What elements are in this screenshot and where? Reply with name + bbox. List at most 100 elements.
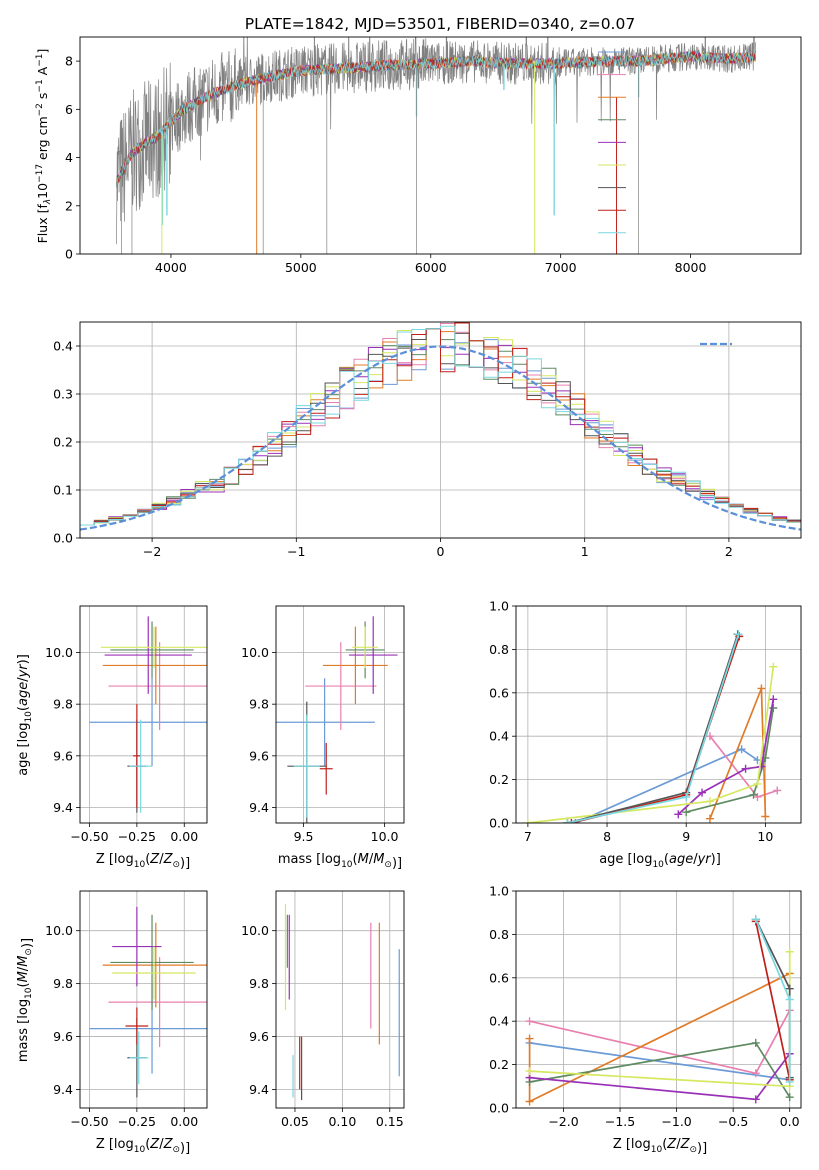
y-tick-label: 0 (65, 247, 73, 262)
y-tick-label: 0.0 (53, 531, 73, 546)
axes-frame (79, 321, 802, 539)
x-axis-label: Z [log10(Z/Z⊙)] (96, 852, 190, 871)
x-tick-label: 4000 (155, 260, 187, 275)
x-tick-label: 9 (682, 829, 690, 844)
x-axis-label: mass [log10(M/M⊙)] (278, 852, 402, 871)
x-tick-label: −1 (287, 544, 305, 559)
age-vs-mass-panel: 9.5 10.0 9.4 9.6 9.8 10.0 mass [log10(M/M⊙)] (241, 605, 405, 871)
series-line-kroupa-miles (528, 972, 791, 1103)
mass-vs-ebv-panel: 0.05 0.10 0.15 9.4 9.6 9.8 10.0 (241, 890, 405, 1129)
y-tick-label: 9.8 (249, 697, 269, 712)
series-marker-kroupa-elodie (525, 1067, 534, 1076)
y-tick-label: 8 (65, 54, 73, 69)
y-tick-label: 9.8 (249, 976, 269, 991)
x-tick-label: 0.05 (281, 1114, 309, 1129)
x-tick-label: 7000 (545, 260, 577, 275)
series-marker-kroupa-miles (757, 684, 766, 693)
y-tick-label: 9.6 (249, 748, 269, 763)
y-tick-label: 6 (65, 102, 73, 117)
x-tick-label: 0 (437, 544, 445, 559)
x-axis-label: Z [log10(Z/Z⊙)] (96, 1137, 190, 1156)
series-marker-kroupa-stelib (785, 995, 794, 1004)
x-tick-label: 10 (757, 829, 773, 844)
axes-frame (275, 890, 405, 1109)
series-marker-salpeter-stelib (567, 819, 576, 823)
y-tick-label: 0.8 (489, 927, 509, 942)
mass-weight-vs-age-panel: 7 8 9 10 0.0 0.2 0.4 0.6 0.8 1.0 age [log10(age/yr… (489, 599, 802, 870)
y-tick-label: 4 (65, 150, 73, 165)
y-tick-label: 0.2 (489, 1057, 509, 1072)
axes-frame (275, 605, 405, 824)
series-marker-kroupa-miles (525, 1034, 534, 1043)
y-tick-label: 2 (65, 198, 73, 213)
y-tick-label: 0.3 (53, 387, 73, 402)
series-marker-kroupa-stelib (563, 819, 572, 823)
histogram-salpeter-stelib (80, 322, 801, 526)
x-tick-label: −1.0 (661, 1114, 691, 1129)
model-spectrum-line (116, 50, 756, 188)
plot-area (89, 616, 207, 813)
y-tick-label: 0.4 (53, 339, 73, 354)
series-marker-kroupa-elodie (523, 819, 532, 823)
series-line-salpeter-miles (529, 1009, 791, 1075)
y-tick-label: 0.6 (489, 970, 509, 985)
x-tick-label: −1.5 (605, 1114, 635, 1129)
y-tick-label: 9.6 (249, 1029, 269, 1044)
y-axis-label: mass [log10(M/M⊙)] (16, 938, 35, 1062)
axes-frame (79, 890, 208, 1109)
axes-frame (515, 890, 802, 1109)
series-marker-salpeter-elodie (698, 788, 707, 797)
series-marker-kroupa-stelib (682, 792, 691, 801)
series-marker-kroupa-stelib (734, 630, 743, 639)
x-axis-label: age [log10(age/yr)] (599, 852, 721, 870)
x-tick-label: 8000 (675, 260, 707, 275)
series-line-chabrier-elodie (685, 707, 775, 813)
y-tick-label: 0.2 (53, 435, 73, 450)
x-tick-label: −0.50 (70, 829, 108, 844)
series-marker-kroupa-elodie (769, 662, 778, 671)
x-tick-label: 9.5 (294, 829, 314, 844)
x-tick-label: 10.0 (371, 829, 399, 844)
y-tick-label: 10.0 (45, 923, 73, 938)
x-tick-label: −0.5 (718, 1114, 748, 1129)
axes-frame (79, 36, 802, 255)
spectrum-panel: 4000 5000 6000 7000 8000 0 2 4 6 8 Flux [fλ10−17 e… (35, 36, 802, 275)
y-tick-label: 9.4 (53, 1082, 73, 1097)
y-tick-label: 0.8 (489, 642, 509, 657)
series-marker-salpeter-elodie (751, 1095, 760, 1104)
y-tick-label: 0.2 (489, 772, 509, 787)
y-tick-label: 9.4 (53, 800, 73, 815)
series-marker-chabrier-stelib (785, 984, 794, 993)
x-axis-label: Z [log10(Z/Z⊙)] (613, 1137, 707, 1156)
series-marker-kroupa-miles (705, 814, 714, 823)
y-tick-label: 9.6 (53, 748, 73, 763)
plot-area (116, 37, 756, 254)
x-tick-label: −0.50 (70, 1114, 108, 1129)
series-marker-kroupa-stelib (751, 915, 760, 924)
series-line-chabrier-miles (529, 1042, 790, 1081)
series-marker-kroupa-miles (761, 812, 770, 821)
y-tick-label: 1.0 (489, 599, 509, 614)
x-tick-label: 7 (524, 829, 532, 844)
series-marker-kroupa-elodie (785, 947, 794, 956)
y-tick-label: 10.0 (241, 645, 269, 660)
x-tick-label: 8 (603, 829, 611, 844)
x-tick-label: −0.25 (118, 829, 156, 844)
series-line-salpeter-stelib (754, 921, 791, 1080)
plot-area (523, 630, 782, 823)
x-tick-label: −2 (143, 544, 161, 559)
y-axis-label: age [log10(age/yr)] (16, 654, 34, 776)
y-tick-label: 0.6 (489, 685, 509, 700)
mass-vs-metallicity-panel: −0.50 −0.25 0.00 9.4 9.6 9.8 10.0 Z [log10(Z/Z⊙… (16, 890, 208, 1156)
series-marker-salpeter-miles (751, 1069, 760, 1078)
y-tick-label: 0.0 (489, 816, 509, 831)
plot-area (284, 904, 400, 1101)
series-line-chabrier-miles (575, 748, 758, 823)
x-tick-label: 6000 (415, 260, 447, 275)
y-tick-label: 9.8 (53, 697, 73, 712)
x-tick-label: 1 (581, 544, 589, 559)
series-line-chabrier-stelib (567, 633, 739, 823)
series-marker-kroupa-miles (525, 1097, 534, 1106)
x-tick-label: 0.0 (780, 1114, 800, 1129)
series-marker-salpeter-miles (525, 1017, 534, 1026)
